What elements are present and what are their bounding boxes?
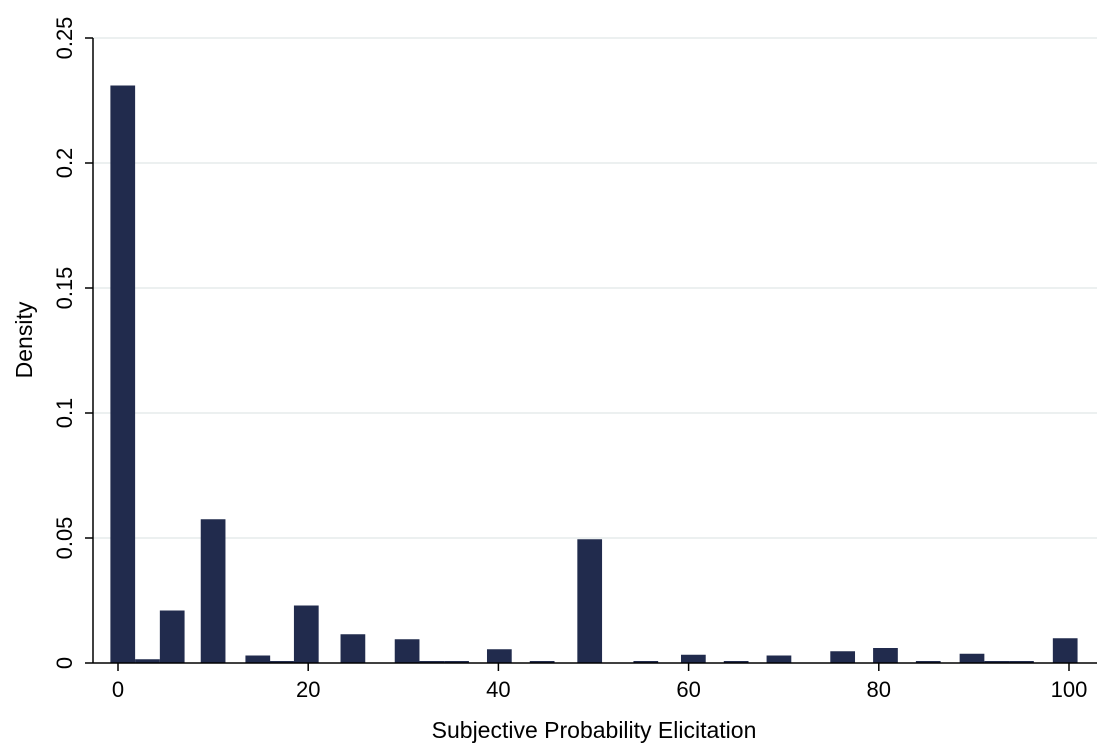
histogram-bar xyxy=(959,653,985,663)
y-tick-label: 0 xyxy=(52,657,77,669)
bars xyxy=(110,85,1078,663)
gridlines xyxy=(93,37,1097,539)
x-tick-label: 40 xyxy=(486,677,510,702)
y-tick-label: 0.2 xyxy=(52,148,77,179)
histogram-bar xyxy=(915,661,941,663)
histogram-bar xyxy=(984,661,1010,663)
histogram-bar xyxy=(577,539,603,663)
x-axis-title: Subjective Probability Elicitation xyxy=(432,717,757,743)
histogram-bar xyxy=(486,649,512,663)
axes: 0 0.05 0.1 0.15 0.2 0.25 0 20 40 60 80 100 xyxy=(52,17,1097,702)
x-tick-label: 80 xyxy=(867,677,891,702)
histogram-bar xyxy=(200,519,226,663)
histogram-bar xyxy=(340,634,366,663)
histogram-bar xyxy=(444,661,469,663)
x-tick-label: 100 xyxy=(1051,677,1088,702)
histogram-bar xyxy=(766,655,792,663)
histogram-bar xyxy=(293,605,319,663)
histogram-bar xyxy=(269,661,294,663)
histogram-bar xyxy=(830,651,856,663)
histogram-bar xyxy=(873,648,898,663)
y-tick-label: 0.15 xyxy=(52,267,77,310)
y-tick-label: 0.05 xyxy=(52,517,77,560)
histogram-bar xyxy=(419,661,445,663)
histogram-bar xyxy=(680,654,706,663)
y-axis-title: Density xyxy=(11,301,37,378)
histogram-bar xyxy=(723,661,749,663)
histogram-bar xyxy=(394,639,420,663)
histogram-bar xyxy=(135,659,160,663)
histogram-bar xyxy=(159,610,185,663)
y-tick-label: 0.1 xyxy=(52,398,77,429)
histogram-bar xyxy=(633,661,659,663)
histogram-bar xyxy=(1052,638,1078,663)
histogram-bar xyxy=(529,661,555,663)
x-tick-label: 60 xyxy=(676,677,700,702)
histogram-bar xyxy=(110,85,136,663)
histogram-bar xyxy=(245,655,271,663)
y-tick-label: 0.25 xyxy=(52,17,77,60)
x-tick-label: 20 xyxy=(296,677,320,702)
x-tick-label: 0 xyxy=(112,677,124,702)
histogram-bar xyxy=(1009,661,1034,663)
